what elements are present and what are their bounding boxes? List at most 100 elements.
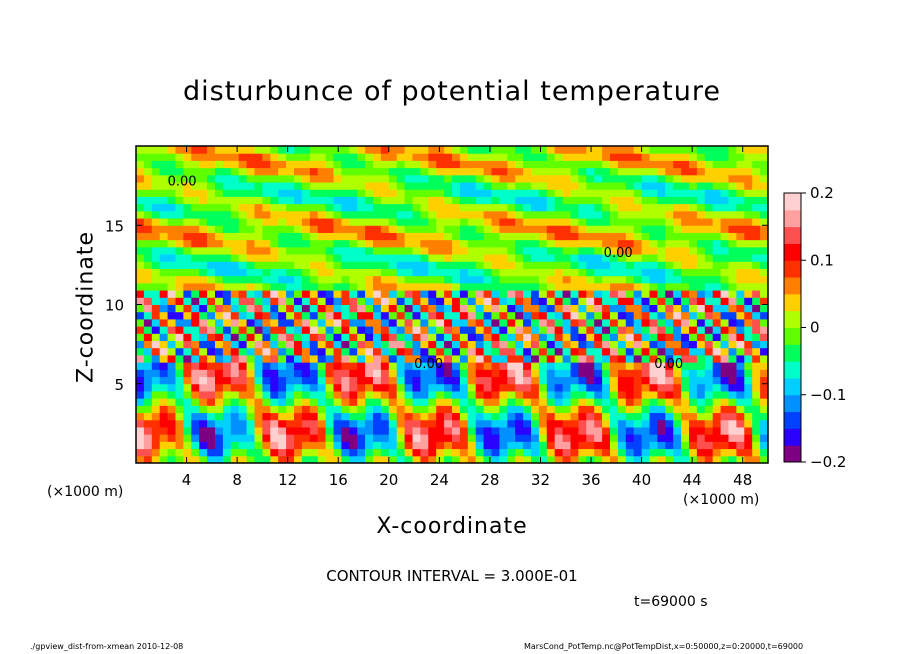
heatmap-cell bbox=[546, 254, 556, 262]
heatmap-cell bbox=[475, 297, 485, 305]
heatmap-cell bbox=[760, 210, 768, 219]
heatmap-cell bbox=[230, 268, 240, 277]
heatmap-cell bbox=[578, 448, 587, 457]
heatmap-cell bbox=[523, 347, 532, 356]
heatmap-cell bbox=[222, 419, 232, 428]
heatmap-cell bbox=[594, 203, 603, 212]
heatmap-cell bbox=[341, 455, 350, 463]
heatmap-cell bbox=[483, 398, 492, 406]
heatmap-cell bbox=[467, 282, 477, 291]
heatmap-cell bbox=[696, 160, 706, 169]
heatmap-cell bbox=[641, 167, 650, 176]
heatmap-cell bbox=[499, 239, 508, 248]
heatmap-cell bbox=[452, 160, 461, 169]
heatmap-cell bbox=[602, 203, 611, 212]
heatmap-cell bbox=[641, 182, 650, 190]
heatmap-cell bbox=[562, 146, 571, 154]
heatmap-cell bbox=[246, 203, 255, 212]
heatmap-cell bbox=[222, 441, 232, 450]
heatmap-cell bbox=[436, 174, 445, 183]
heatmap-cell bbox=[333, 225, 342, 233]
heatmap-cell bbox=[246, 261, 255, 269]
heatmap-cell bbox=[594, 261, 603, 269]
heatmap-cell bbox=[515, 340, 524, 349]
heatmap-cell bbox=[286, 455, 295, 463]
heatmap-cell bbox=[467, 218, 477, 226]
heatmap-cell bbox=[538, 390, 548, 399]
heatmap-cell bbox=[175, 275, 184, 284]
heatmap-cell bbox=[167, 333, 176, 342]
heatmap-cell bbox=[696, 196, 706, 205]
heatmap-cell bbox=[594, 146, 603, 154]
heatmap-cell bbox=[420, 275, 429, 284]
heatmap-cell bbox=[215, 239, 224, 248]
heatmap-cell bbox=[570, 268, 579, 277]
heatmap-cell bbox=[531, 261, 540, 269]
heatmap-cell bbox=[554, 390, 564, 399]
heatmap-cell bbox=[396, 333, 406, 342]
heatmap-cell bbox=[452, 398, 461, 406]
heatmap-cell bbox=[720, 218, 729, 226]
heatmap-cell bbox=[491, 189, 500, 197]
heatmap-cell bbox=[388, 369, 398, 378]
heatmap-cell bbox=[554, 167, 564, 176]
heatmap-cell bbox=[278, 376, 287, 385]
heatmap-cell bbox=[610, 182, 619, 190]
heatmap-cell bbox=[491, 246, 500, 255]
heatmap-cell bbox=[262, 419, 271, 428]
heatmap-cell bbox=[459, 376, 469, 385]
heatmap-cell bbox=[222, 146, 232, 154]
heatmap-cell bbox=[428, 362, 437, 370]
heatmap-cell bbox=[143, 311, 153, 320]
heatmap-cell bbox=[341, 426, 350, 435]
heatmap-cell bbox=[412, 311, 421, 320]
heatmap-cell bbox=[475, 412, 485, 421]
heatmap-cell bbox=[420, 167, 429, 176]
heatmap-cell bbox=[507, 297, 516, 305]
heatmap-cell bbox=[570, 347, 579, 356]
heatmap-cell bbox=[523, 326, 532, 334]
heatmap-cell bbox=[301, 290, 311, 298]
heatmap-cell bbox=[136, 426, 145, 435]
heatmap-cell bbox=[380, 182, 390, 190]
heatmap-cell bbox=[610, 196, 619, 205]
heatmap-cell bbox=[159, 419, 169, 428]
heatmap-cell bbox=[673, 426, 682, 435]
heatmap-cell bbox=[712, 347, 722, 356]
heatmap-cell bbox=[191, 225, 200, 233]
heatmap-cell bbox=[633, 369, 643, 378]
heatmap-cell bbox=[349, 448, 358, 457]
heatmap-cell bbox=[262, 354, 271, 363]
heatmap-cell bbox=[752, 218, 761, 226]
heatmap-cell bbox=[673, 340, 682, 349]
heatmap-cell bbox=[507, 210, 516, 219]
heatmap-cell bbox=[570, 153, 579, 161]
heatmap-cell bbox=[333, 448, 342, 457]
heatmap-cell bbox=[151, 376, 161, 385]
heatmap-cell bbox=[325, 189, 334, 197]
heatmap-cell bbox=[444, 390, 453, 399]
heatmap-cell bbox=[491, 153, 500, 161]
heatmap-cell bbox=[428, 210, 437, 219]
heatmap-cell bbox=[262, 290, 271, 298]
heatmap-cell bbox=[515, 174, 524, 183]
heatmap-cell bbox=[720, 174, 729, 183]
heatmap-cell bbox=[404, 304, 413, 313]
heatmap-cell bbox=[373, 304, 382, 313]
heatmap-cell bbox=[578, 412, 587, 421]
heatmap-cell bbox=[388, 254, 398, 262]
heatmap-cell bbox=[744, 304, 753, 313]
heatmap-cell bbox=[578, 326, 587, 334]
heatmap-cell bbox=[143, 441, 153, 450]
heatmap-cell bbox=[191, 311, 200, 320]
heatmap-cell bbox=[349, 354, 358, 363]
heatmap-cell bbox=[641, 369, 650, 378]
heatmap-cell bbox=[665, 383, 674, 392]
heatmap-cell bbox=[586, 441, 595, 450]
heatmap-cell bbox=[230, 448, 240, 457]
heatmap-cell bbox=[689, 426, 698, 435]
heatmap-cell bbox=[262, 304, 271, 313]
heatmap-cell bbox=[373, 412, 382, 421]
heatmap-cell bbox=[491, 340, 500, 349]
heatmap-cell bbox=[696, 182, 706, 190]
